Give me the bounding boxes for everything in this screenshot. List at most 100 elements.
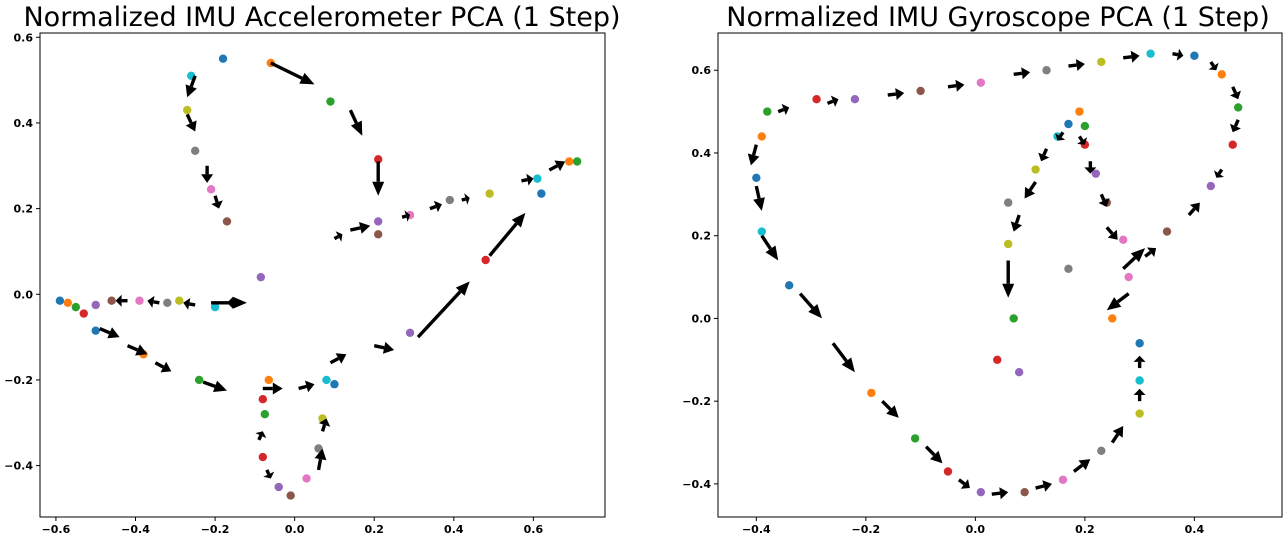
gyroscope-arrow-head	[960, 479, 970, 489]
accelerometer-arrow-shaft	[373, 344, 385, 350]
gyroscope-arrow-head	[841, 357, 855, 373]
accelerometer-arrow-shaft	[416, 290, 462, 339]
accelerometer-arrow-head	[359, 222, 371, 234]
gyroscope-arrow-shaft	[1077, 135, 1084, 142]
accelerometer-trajectory-point	[206, 185, 216, 194]
gyroscope-marks	[747, 48, 1243, 500]
accelerometer-arrow-shaft	[348, 109, 358, 124]
gyroscope-arrow-shaft	[798, 292, 815, 310]
gyroscope-x-tick-label: 0.0	[966, 523, 986, 536]
gyroscope-arrow-shaft	[1122, 55, 1132, 60]
accelerometer-pca-panel: Normalized IMU Accelerometer PCA (1 Step…	[4, 2, 620, 536]
accelerometer-y-tick-label: 0.0	[14, 288, 34, 301]
accelerometer-x-tick-label: −0.4	[121, 523, 150, 536]
gyroscope-arrow-head	[1176, 48, 1184, 61]
accelerometer-arrow-shaft	[488, 222, 518, 257]
gyroscope-arrow-shaft	[777, 107, 785, 114]
accelerometer-trajectory-point	[330, 380, 339, 389]
accelerometer-trajectory-point	[55, 296, 65, 305]
gyroscope-arrow-shaft	[1110, 433, 1120, 444]
gyroscope-trajectory-point	[976, 487, 986, 497]
gyroscope-arrow-shaft	[1122, 256, 1137, 271]
accelerometer-trajectory-point	[405, 328, 415, 338]
gyroscope-trajectory-point	[1097, 57, 1106, 67]
gyroscope-x-tick-label: −0.2	[851, 523, 880, 536]
accelerometer-trajectory-point	[314, 444, 323, 453]
gyroscope-trajectory-point	[763, 107, 772, 116]
accelerometer-x-tick-label: 0.0	[285, 523, 305, 536]
gyroscope-trajectory-point	[867, 388, 876, 398]
gyroscope-arrow-shaft	[1058, 131, 1065, 138]
gyroscope-arrow-shaft	[1099, 193, 1106, 202]
gyroscope-arrow-shaft	[1217, 168, 1224, 175]
accelerometer-arrow-head	[526, 173, 534, 186]
gyroscope-trajectory-point	[1091, 169, 1101, 178]
gyroscope-trajectory-point	[1064, 264, 1073, 273]
accelerometer-arrow-head	[185, 84, 197, 98]
accelerometer-arrow-shaft	[189, 75, 197, 88]
accelerometer-arrow-shaft	[153, 300, 160, 305]
gyroscope-arrow-shaft	[1172, 52, 1179, 57]
accelerometer-trajectory-point	[374, 230, 383, 239]
accelerometer-trajectory-point	[374, 217, 383, 226]
gyroscope-arrow-head	[781, 103, 790, 116]
gyroscope-arrow-head	[1130, 248, 1146, 263]
gyroscope-trajectory-point	[1135, 376, 1144, 385]
gyroscope-arrow-head	[955, 79, 965, 92]
gyroscope-arrow-head	[753, 197, 765, 211]
accelerometer-y-tick-label: 0.4	[14, 117, 34, 130]
accelerometer-chart-title: Normalized IMU Accelerometer PCA (1 Step…	[23, 2, 620, 33]
accelerometer-arrow-shaft	[270, 61, 303, 80]
accelerometer-trajectory-point	[286, 491, 295, 500]
gyroscope-y-ticks: −0.4 −0.2 0.0 0.2 0.4 0.6	[682, 64, 718, 491]
accelerometer-trajectory-point	[374, 155, 383, 164]
accelerometer-trajectory-point	[107, 296, 116, 305]
gyroscope-arrow-shaft	[831, 342, 848, 363]
gyroscope-arrow-head	[1230, 123, 1241, 133]
gyroscope-trajectory-point	[1009, 314, 1018, 323]
gyroscope-trajectory-point	[1004, 239, 1013, 249]
gyroscope-arrow-head	[1107, 229, 1118, 240]
gyroscope-arrow-head	[1075, 59, 1085, 71]
accelerometer-arrow-shaft	[154, 361, 165, 369]
gyroscope-arrow-shaft	[1068, 63, 1077, 68]
gyroscope-arrow-head	[1077, 137, 1088, 145]
accelerometer-marks	[55, 54, 582, 500]
gyroscope-x-tick-label: 0.4	[1185, 523, 1205, 536]
gyroscope-y-tick-label: 0.0	[692, 312, 712, 325]
gyroscope-trajectory-point	[1119, 235, 1128, 245]
gyroscope-arrow-shaft	[1233, 119, 1240, 127]
accelerometer-trajectory-point	[302, 474, 311, 483]
gyroscope-trajectory-point	[1124, 272, 1133, 282]
accelerometer-arrow-head	[299, 72, 315, 85]
gyroscope-arrow-head	[1055, 133, 1066, 141]
gyroscope-arrow-shaft	[751, 144, 758, 156]
accelerometer-arrow-head	[232, 296, 247, 309]
accelerometer-x-tick-label: 0.6	[524, 523, 544, 536]
accelerometer-x-tick-label: −0.2	[201, 523, 230, 536]
gyroscope-trajectory-point	[1233, 103, 1243, 112]
gyroscope-arrow-head	[765, 245, 779, 261]
accelerometer-arrow-head	[464, 193, 470, 205]
gyroscope-arrow-head	[1208, 62, 1219, 71]
accelerometer-arrow-shaft	[329, 357, 340, 365]
gyroscope-arrow-shaft	[1013, 71, 1023, 77]
accelerometer-trajectory-point	[537, 189, 546, 198]
accelerometer-arrow-head	[160, 361, 172, 373]
gyroscope-trajectory-point	[1206, 181, 1216, 191]
gyroscope-arrow-shaft	[1072, 463, 1084, 473]
accelerometer-arrow-shaft	[429, 204, 437, 211]
accelerometer-arrow-head	[404, 210, 410, 222]
gyroscope-trajectory-point	[1042, 66, 1051, 75]
accelerometer-y-tick-label: 0.2	[14, 203, 34, 216]
gyroscope-arrow-shaft	[1116, 292, 1130, 304]
accelerometer-trajectory-point	[445, 195, 455, 205]
gyroscope-y-tick-label: 0.6	[692, 64, 712, 77]
accelerometer-arrow-head	[318, 418, 331, 427]
accelerometer-arrow-head	[135, 344, 148, 356]
gyroscope-x-tick-label: 0.2	[1075, 523, 1095, 536]
gyroscope-y-tick-label: −0.4	[682, 478, 711, 491]
gyroscope-arrow-head	[1189, 202, 1200, 213]
accelerometer-trajectory-point	[175, 296, 184, 305]
